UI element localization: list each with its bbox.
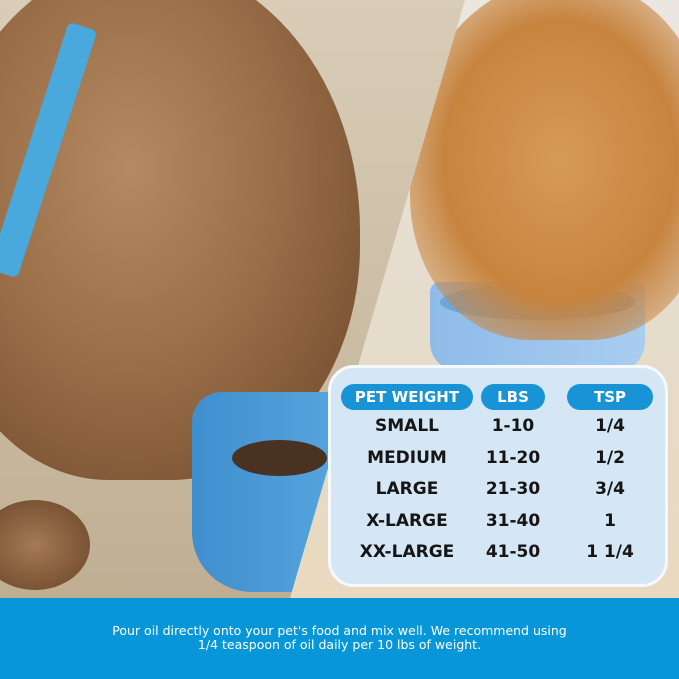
pet-weight-cell: MEDIUM xyxy=(367,447,447,468)
header-pet-weight: PET WEIGHT xyxy=(341,384,473,410)
cat xyxy=(410,0,679,340)
pet-food xyxy=(232,440,327,476)
header-tsp: TSP xyxy=(567,384,653,410)
tsp-cell: 1/4 xyxy=(595,416,625,436)
tsp-cell: 1 1/4 xyxy=(586,542,634,563)
pet-weight-cell: XX-LARGE xyxy=(359,542,455,563)
instructions-banner: Pour oil directly onto your pet's food a… xyxy=(0,598,679,679)
instructions-line-1: Pour oil directly onto your pet's food a… xyxy=(112,623,567,638)
dosage-table: PET WEIGHT LBS TSP SMALL 1-10 1/4 MEDIUM 11-… xyxy=(328,365,668,587)
lbs-cell: 41-50 xyxy=(485,542,541,563)
header-lbs: LBS xyxy=(481,384,545,410)
lbs-cell: 31-40 xyxy=(485,510,541,531)
pet-weight-cell: SMALL xyxy=(375,416,439,436)
lbs-cell: 11-20 xyxy=(485,447,541,468)
pet-weight-cell: X-LARGE xyxy=(366,510,448,531)
instructions-line-2: 1/4 teaspoon of oil daily per 10 lbs of … xyxy=(197,637,482,652)
instructions-text: Pour oil directly onto your pet's food a… xyxy=(0,624,679,652)
lbs-cell: 1-10 xyxy=(491,416,535,436)
tsp-cell: 1 xyxy=(604,510,616,531)
tsp-cell: 1/2 xyxy=(595,447,625,468)
tsp-cell: 3/4 xyxy=(595,479,625,500)
lbs-cell: 21-30 xyxy=(485,479,541,500)
dog-paw xyxy=(0,500,90,590)
pet-weight-cell: LARGE xyxy=(375,479,439,500)
